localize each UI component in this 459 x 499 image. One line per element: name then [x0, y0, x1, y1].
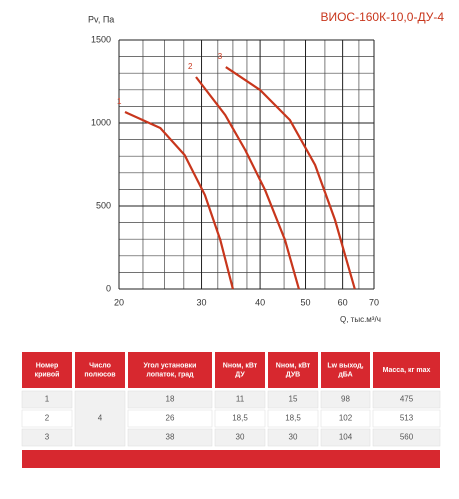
cell-text: 15 — [289, 395, 298, 404]
header-line: ДУВ — [286, 371, 300, 378]
cell — [127, 390, 213, 409]
cell-text: 18,5 — [285, 414, 301, 423]
header-cell — [268, 352, 318, 388]
cell — [214, 409, 266, 428]
x-tick-label: 20 — [114, 297, 124, 307]
chart-title: ВИОС-160К-10,0-ДУ-4 — [320, 10, 444, 24]
header-line: Число — [89, 362, 111, 369]
x-tick-label: 50 — [301, 297, 311, 307]
cell-text: 4 — [98, 414, 103, 423]
cell — [372, 428, 441, 447]
header-cell — [321, 352, 370, 388]
header-cell — [215, 352, 265, 388]
header-line: лопаток, град — [146, 371, 194, 378]
cell — [74, 390, 126, 447]
cell — [372, 390, 441, 409]
header-line: Угол установки — [144, 362, 197, 369]
cell-text: 30 — [236, 433, 245, 442]
header-line: дБА — [338, 371, 352, 378]
header-line: Nном, кВт — [276, 362, 311, 369]
header-text: Число полюсов — [84, 362, 116, 378]
cell-text: 30 — [289, 433, 298, 442]
header-cell — [22, 352, 72, 388]
cell — [372, 409, 441, 428]
y-tick-label: 1500 — [91, 34, 111, 44]
y-tick-label: 500 — [96, 200, 111, 210]
footer-bar — [22, 450, 440, 468]
y-axis-label: Pv, Па — [88, 14, 114, 24]
cell-text: 38 — [166, 433, 175, 442]
cell-text: 102 — [339, 414, 353, 423]
cell — [320, 409, 371, 428]
cell — [267, 428, 319, 447]
cell — [127, 428, 213, 447]
cell-text: 11 — [236, 395, 245, 404]
curve-label: 1 — [117, 97, 122, 106]
cell-text: 513 — [400, 414, 414, 423]
curve — [225, 66, 356, 290]
y-tick-label: 0 — [106, 283, 111, 293]
curve-label: 3 — [218, 52, 223, 61]
header-text: Масса, кг max — [383, 367, 431, 374]
header-line: Nном, кВт — [223, 362, 258, 369]
cell — [21, 409, 73, 428]
header-cell — [75, 352, 125, 388]
cell-text: 2 — [45, 414, 50, 423]
cell-text: 560 — [400, 433, 414, 442]
header-line: Масса, кг max — [383, 367, 431, 374]
cell-text: 26 — [166, 414, 175, 423]
header-cell — [373, 352, 440, 388]
cell-text: 3 — [45, 433, 50, 442]
curve — [124, 110, 234, 290]
cell — [127, 409, 213, 428]
cell — [320, 428, 371, 447]
cell — [267, 409, 319, 428]
x-tick-label: 60 — [338, 297, 348, 307]
cell — [267, 390, 319, 409]
cell-text: 1 — [45, 395, 50, 404]
x-tick-label: 70 — [369, 297, 379, 307]
header-text: Lw выход, дБА — [327, 362, 363, 378]
header-line: Номер — [36, 362, 59, 369]
x-tick-label: 30 — [197, 297, 207, 307]
header-line: ДУ — [235, 371, 245, 378]
curve-label: 2 — [188, 62, 193, 71]
cell-text: 18 — [166, 395, 175, 404]
cell — [21, 390, 73, 409]
header-text: Угол установки лопаток, град — [144, 362, 197, 378]
header-cell — [128, 352, 212, 388]
x-tick-label: 40 — [255, 297, 265, 307]
y-tick-label: 1000 — [91, 117, 111, 127]
header-line: кривой — [35, 370, 60, 378]
cell-text: 98 — [341, 395, 350, 404]
header-text: Номер кривой — [35, 362, 60, 378]
cell-text: 18,5 — [232, 414, 248, 423]
cell — [214, 428, 266, 447]
curve — [195, 76, 300, 290]
cell — [214, 390, 266, 409]
x-axis-label: Q, тыс.м³/ч — [340, 315, 381, 324]
header-text: Nном, кВт ДУВ — [276, 362, 311, 378]
cell — [320, 390, 371, 409]
header-text: Nном, кВт ДУ — [223, 362, 258, 378]
cell — [21, 428, 73, 447]
header-line: Lw выход, — [327, 362, 363, 369]
header-line: полюсов — [84, 371, 116, 378]
cell-text: 475 — [400, 395, 414, 404]
cell-text: 104 — [339, 433, 353, 442]
